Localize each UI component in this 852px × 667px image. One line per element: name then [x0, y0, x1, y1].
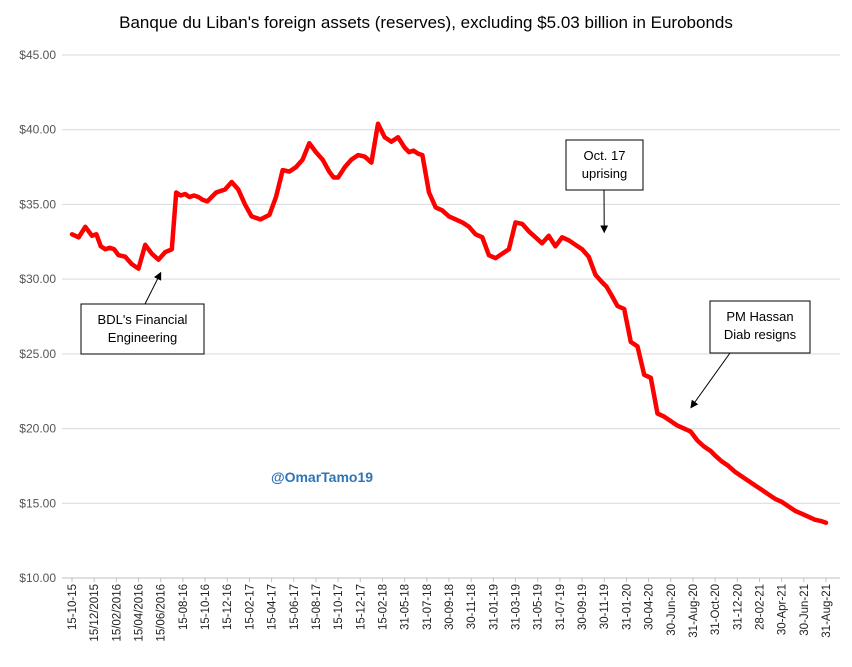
x-tick-label: 31-05-18: [400, 584, 412, 630]
x-tick-label: 30-Jun-20: [666, 584, 678, 636]
x-tick-label: 15-10-17: [333, 584, 345, 630]
y-tick-label: $15.00: [19, 496, 56, 510]
x-axis: 15-10-15 15/12/2015 15/02/2016 15/04/2016 15…: [67, 578, 833, 642]
x-tick-label: 15-06-17: [289, 584, 301, 630]
chart-title: Banque du Liban's foreign assets (reserv…: [119, 13, 733, 32]
y-tick-label: $10.00: [19, 571, 56, 585]
annotation-callout: Oct. 17 uprising: [565, 139, 644, 234]
annotation-text: BDL's Financial: [98, 312, 188, 327]
x-tick-label: 31-Oct-20: [710, 584, 722, 635]
x-tick-label: 15-12-16: [222, 584, 234, 630]
x-tick-label: 15-02-18: [377, 584, 389, 630]
annotation-box: [709, 300, 811, 354]
x-tick-label: 31-07-19: [555, 584, 567, 630]
y-axis: $10.00 $15.00 $20.00 $25.00 $30.00 $35.00 $40.…: [19, 48, 56, 585]
x-tick-label: 15-04-17: [267, 584, 279, 630]
x-tick-label: 15-10-15: [67, 584, 79, 630]
x-tick-label: 15/04/2016: [134, 584, 146, 642]
x-tick-label: 30-11-19: [599, 584, 611, 629]
annotation-text: Diab resigns: [724, 327, 797, 342]
y-tick-label: $40.00: [19, 123, 56, 137]
y-tick-label: $45.00: [19, 48, 56, 62]
x-tick-label: 30-Apr-21: [777, 584, 789, 635]
annotation-text: Engineering: [108, 330, 177, 345]
x-tick-label: 30-Jun-21: [799, 584, 811, 636]
annotations-layer: BDL's Financial Engineering Oct. 17 uprisin…: [80, 139, 811, 409]
x-tick-label: 15-12-17: [355, 584, 367, 630]
y-tick-label: $35.00: [19, 197, 56, 211]
x-tick-label: 15-08-16: [178, 584, 190, 630]
annotation-text: Oct. 17: [584, 148, 626, 163]
annotation-box: [565, 139, 644, 191]
annotation-callout: BDL's Financial Engineering: [80, 271, 205, 355]
annotation-text: uprising: [582, 166, 628, 181]
x-tick-label: 31-03-19: [511, 584, 523, 630]
x-tick-label: 30-11-18: [466, 584, 478, 629]
annotation-box: [80, 303, 205, 355]
y-tick-label: $20.00: [19, 422, 56, 436]
x-tick-label: 30-09-19: [577, 584, 589, 630]
x-tick-label: 15/06/2016: [156, 584, 168, 642]
x-tick-label: 15-08-17: [311, 584, 323, 630]
y-tick-label: $30.00: [19, 272, 56, 286]
annotation-arrow: [144, 271, 162, 305]
annotation-callout: PM Hassan Diab resigns: [690, 300, 811, 409]
annotation-arrow: [690, 352, 731, 409]
x-tick-label: 15/02/2016: [111, 584, 123, 642]
x-tick-label: 15/12/2015: [89, 584, 101, 642]
annotation-text: PM Hassan: [726, 309, 793, 324]
series-line: [69, 121, 829, 525]
x-tick-label: 31-Aug-20: [688, 584, 700, 638]
x-tick-label: 30-04-20: [644, 584, 656, 630]
x-tick-label: 31-01-19: [488, 584, 500, 630]
y-tick-label: $25.00: [19, 347, 56, 361]
x-tick-label: 30-09-18: [444, 584, 456, 630]
x-tick-label: 15-10-16: [200, 584, 212, 630]
x-tick-label: 31-12-20: [732, 584, 744, 630]
watermark-handle: @OmarTamo19: [271, 469, 373, 485]
x-tick-label: 31-01-20: [621, 584, 633, 630]
x-tick-label: 31-05-19: [533, 584, 545, 630]
x-tick-label: 15-02-17: [244, 584, 256, 630]
x-tick-label: 31-07-18: [422, 584, 434, 630]
series-layer: [69, 121, 829, 525]
x-tick-label: 31-Aug-21: [821, 584, 833, 638]
x-tick-label: 28-02-21: [754, 584, 766, 630]
